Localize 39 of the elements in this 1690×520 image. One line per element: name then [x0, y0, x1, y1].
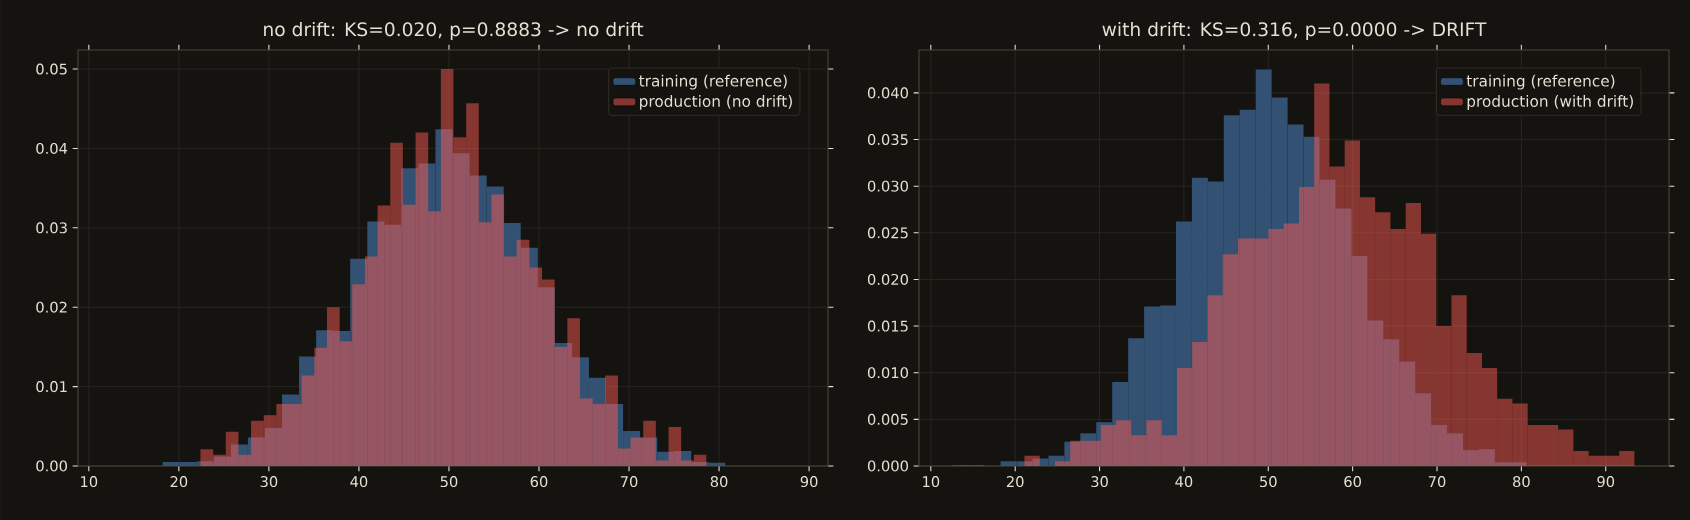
y-tick-label: 0.000 — [867, 460, 908, 472]
legend-label: training (reference) — [639, 74, 787, 90]
x-tick-label: 20 — [170, 476, 188, 488]
y-tick-label: 0.020 — [867, 273, 908, 285]
x-tick-label: 20 — [1006, 476, 1024, 488]
y-tick-label: 0.010 — [867, 367, 908, 379]
legend-label: production (no drift) — [640, 95, 792, 110]
legend-label: training (reference) — [1466, 74, 1615, 90]
x-tick-label: 10 — [81, 476, 98, 488]
y-tick-label: 0.03 — [36, 222, 67, 234]
x-tick-label: 70 — [620, 476, 638, 488]
x-tick-label: 60 — [1344, 476, 1361, 488]
x-tick-label: 90 — [1597, 476, 1615, 488]
y-tick-label: 0.04 — [36, 142, 68, 154]
x-tick-label: 80 — [1513, 476, 1530, 488]
x-tick-label: 40 — [1175, 476, 1193, 488]
x-tick-label: 80 — [710, 476, 728, 488]
y-tick-label: 0.00 — [36, 460, 67, 472]
x-tick-label: 40 — [350, 476, 368, 488]
x-tick-label: 90 — [800, 476, 818, 488]
y-tick-label: 0.02 — [36, 301, 67, 313]
y-tick-label: 0.035 — [867, 133, 908, 146]
y-tick-label: 0.030 — [867, 180, 908, 192]
chart-title: with drift: KS=0.316, p=0.0000 -> DRIFT — [1102, 21, 1487, 40]
x-tick-label: 50 — [1260, 476, 1277, 488]
x-tick-label: 30 — [1091, 476, 1108, 488]
y-tick-label: 0.05 — [36, 63, 67, 75]
y-tick-label: 0.040 — [867, 87, 908, 99]
x-tick-label: 70 — [1428, 476, 1446, 488]
y-tick-label: 0.005 — [867, 413, 908, 425]
y-tick-label: 0.015 — [867, 320, 908, 332]
y-tick-label: 0.01 — [36, 381, 67, 393]
x-tick-label: 60 — [530, 476, 548, 488]
x-tick-label: 50 — [440, 476, 458, 488]
x-tick-label: 30 — [260, 476, 278, 488]
chart-title: no drift: KS=0.020, p=0.8883 -> no drift — [264, 21, 644, 40]
x-tick-label: 10 — [923, 476, 940, 488]
legend-label: production (with drift) — [1467, 95, 1633, 110]
y-tick-label: 0.025 — [867, 227, 908, 239]
